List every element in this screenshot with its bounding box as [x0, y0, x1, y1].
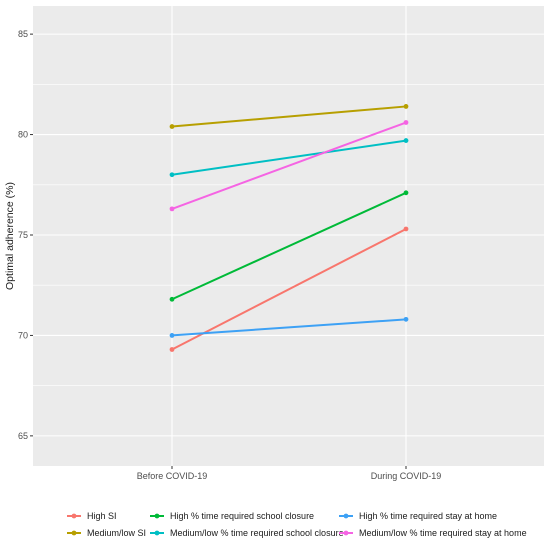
- series-line-medium-low-time-required-school-closure: [171, 139, 407, 176]
- y-tick-label: 80: [18, 130, 28, 140]
- series-line-high-time-required-school-closure: [171, 191, 407, 301]
- data-point-high-time-required-school-closure: [403, 190, 409, 196]
- legend-key-point: [343, 513, 349, 519]
- legend-label: High SI: [87, 511, 117, 521]
- legend-key-point: [154, 530, 160, 536]
- minor-gridlines: [33, 84, 544, 386]
- data-point-medium-low-time-required-school-closure: [169, 172, 175, 178]
- series-line-high-si: [171, 228, 407, 351]
- legend-key-point: [343, 530, 349, 536]
- panel-background: [33, 6, 544, 466]
- y-tick-label: 70: [18, 330, 28, 340]
- legend-label: High % time required school closure: [170, 511, 314, 521]
- x-tick-label: During COVID-19: [371, 471, 442, 481]
- series-line-medium-low-si: [171, 105, 407, 128]
- data-point-medium-low-time-required-school-closure: [403, 138, 409, 143]
- data-point-medium-low-time-required-stay-at-home: [403, 120, 409, 125]
- data-point-high-time-required-stay-at-home: [403, 316, 409, 322]
- data-point-medium-low-si: [403, 104, 409, 109]
- x-axis: Before COVID-19 During COVID-19: [137, 466, 442, 481]
- y-tick-label: 75: [18, 230, 28, 240]
- y-tick-label: 85: [18, 29, 28, 39]
- legend: High SI Medium/low SI High % time required…: [67, 511, 527, 538]
- series-line-high-time-required-stay-at-home: [171, 318, 407, 337]
- data-point-high-si: [403, 226, 409, 232]
- legend-label: Medium/low % time required school closur…: [170, 528, 344, 538]
- legend-key-point: [71, 530, 77, 536]
- data-point-medium-low-time-required-stay-at-home: [169, 206, 175, 212]
- data-point-high-time-required-stay-at-home: [169, 333, 175, 338]
- y-axis-title: Optimal adherence (%): [4, 182, 16, 290]
- data-point-high-time-required-school-closure: [169, 296, 175, 302]
- data-point-high-si: [169, 347, 175, 352]
- x-tick-label: Before COVID-19: [137, 471, 208, 481]
- y-tick-label: 65: [18, 431, 28, 441]
- series-layer: [169, 104, 409, 352]
- data-point-medium-low-si: [169, 124, 175, 129]
- y-axis: 65 70 75 80 85: [18, 29, 33, 441]
- series-line-medium-low-time-required-stay-at-home: [171, 121, 407, 210]
- legend-label: Medium/low SI: [87, 528, 146, 538]
- legend-label: High % time required stay at home: [359, 511, 497, 521]
- legend-label: Medium/low % time required stay at home: [359, 528, 527, 538]
- major-gridlines: [33, 6, 544, 466]
- legend-key-point: [71, 513, 77, 519]
- legend-key-point: [154, 513, 160, 519]
